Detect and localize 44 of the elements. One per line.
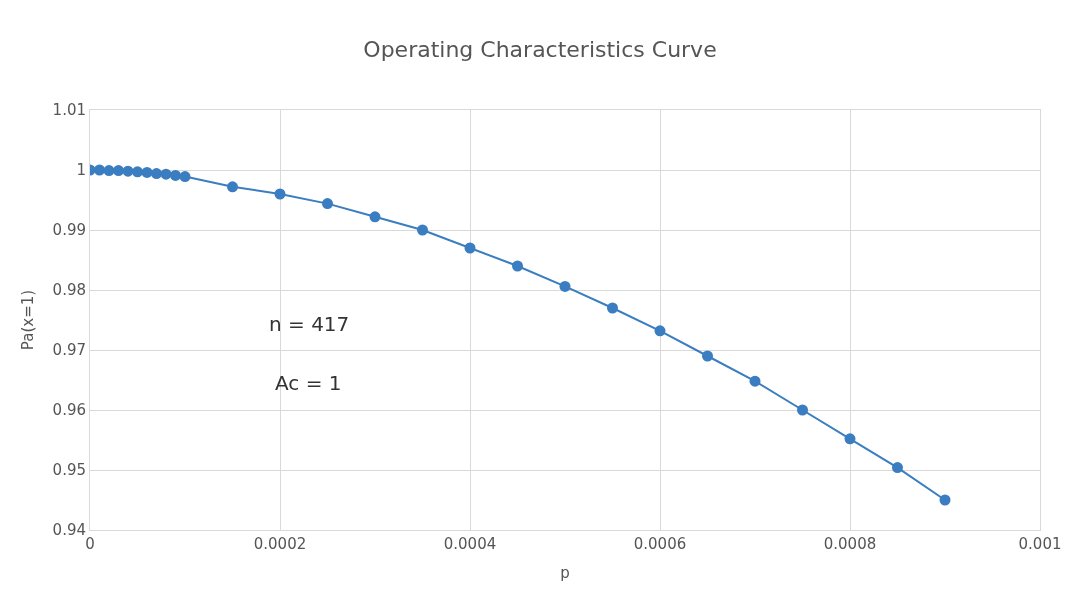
point — [892, 462, 903, 474]
y-tick-label: 0.98 — [52, 281, 86, 300]
y-tick-label: 0.97 — [52, 341, 86, 360]
point — [141, 166, 153, 178]
point — [151, 168, 162, 180]
point — [654, 325, 666, 337]
point — [844, 433, 856, 445]
annotation: Ac = 1 — [275, 371, 342, 395]
y-tick-label: 1 — [76, 161, 86, 180]
point — [939, 494, 951, 506]
y-tick-label: 0.99 — [52, 221, 86, 240]
point — [179, 171, 191, 183]
point — [113, 165, 124, 177]
point — [227, 181, 238, 193]
point — [559, 280, 571, 292]
x-tick-label: 0.0004 — [443, 535, 497, 553]
y-tick-label: 0.95 — [52, 461, 86, 480]
x-tick-label: 0.0002 — [253, 535, 307, 553]
x-tick-label: 0.0008 — [823, 535, 877, 553]
point — [322, 198, 333, 210]
point — [417, 224, 428, 236]
x-tick-label: 0.0006 — [633, 535, 687, 553]
point — [702, 350, 713, 362]
point — [94, 164, 105, 176]
y-tick-label: 1.01 — [52, 101, 86, 120]
point — [170, 169, 181, 181]
point — [160, 168, 172, 180]
point — [274, 188, 286, 200]
x-tick-label: 0 — [85, 535, 95, 553]
chart-title: Operating Characteristics Curve — [363, 37, 717, 63]
point — [103, 165, 115, 177]
x-tick-label: 0.001 — [1018, 535, 1062, 553]
x-axis-title: p — [560, 564, 570, 582]
point — [512, 260, 523, 272]
point — [607, 302, 618, 314]
annotation: n = 417 — [269, 312, 350, 336]
point — [797, 404, 808, 416]
point — [132, 166, 143, 178]
y-tick-label: 0.96 — [52, 401, 86, 420]
point — [749, 375, 761, 387]
y-axis-title: Pa(x=1) — [18, 289, 37, 351]
point — [369, 211, 381, 223]
y-tick-label: 0.94 — [52, 521, 86, 540]
point — [464, 242, 476, 254]
